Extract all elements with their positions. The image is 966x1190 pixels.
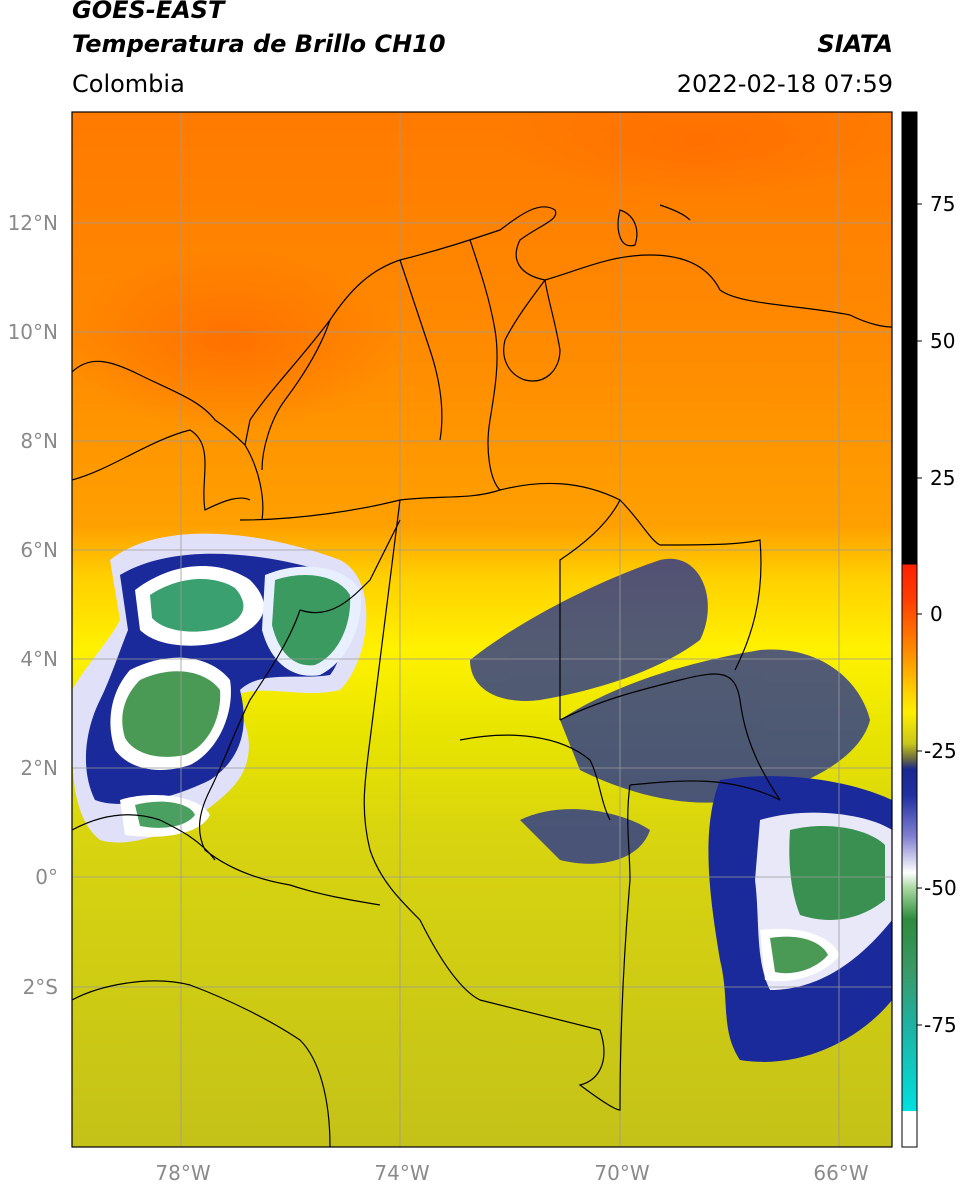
lat-label-10n: 10°N xyxy=(8,320,58,344)
timestamp: 2022-02-18 07:59 xyxy=(676,70,893,98)
lat-labels: 12°N 10°N 8°N 6°N 4°N 2°N 0° 2°S xyxy=(8,211,58,999)
title-product: Temperatura de Brillo CH10 xyxy=(72,30,446,58)
colorbar-tick-neg25: -25 xyxy=(924,739,957,763)
cloud-cluster-southeast xyxy=(708,776,892,1062)
colorbar-tick-75: 75 xyxy=(930,192,955,216)
colorbar-tick-neg50: -50 xyxy=(924,876,957,900)
lat-label-6n: 6°N xyxy=(20,538,58,562)
borders xyxy=(72,204,892,1147)
lat-label-8n: 8°N xyxy=(20,429,58,453)
lat-label-4n: 4°N xyxy=(20,647,58,671)
region-label: Colombia xyxy=(72,70,185,98)
lon-label-74w: 74°W xyxy=(374,1161,429,1185)
cloud-cluster-northwest xyxy=(72,533,367,843)
colorbar: 75 50 25 0 -25 -50 -75 xyxy=(901,111,957,1148)
lat-label-2s: 2°S xyxy=(23,975,58,999)
lat-label-12n: 12°N xyxy=(8,211,58,235)
title-satellite: GOES-EAST xyxy=(72,0,225,24)
map-frame xyxy=(71,111,893,1148)
lon-label-70w: 70°W xyxy=(594,1161,649,1185)
colorbar-tick-25: 25 xyxy=(930,466,955,490)
lat-label-0: 0° xyxy=(35,865,58,889)
colorbar-tick-50: 50 xyxy=(930,329,955,353)
convective-band xyxy=(470,558,870,864)
colorbar-tick-neg75: -75 xyxy=(924,1013,957,1037)
source-label: SIATA xyxy=(817,30,893,58)
lon-label-78w: 78°W xyxy=(155,1161,210,1185)
lon-labels: 78°W 74°W 70°W 66°W xyxy=(155,1161,868,1185)
lon-label-66w: 66°W xyxy=(813,1161,868,1185)
colorbar-tick-0: 0 xyxy=(930,602,943,626)
lat-label-2n: 2°N xyxy=(20,756,58,780)
graticule xyxy=(72,112,892,1147)
map-area xyxy=(72,112,892,1147)
